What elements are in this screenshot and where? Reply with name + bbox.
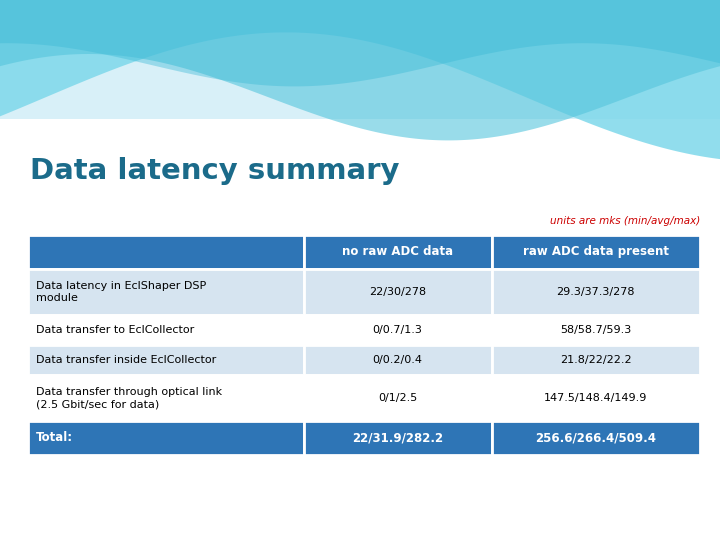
Bar	[28, 269, 304, 315]
Text: Data transfer inside EclCollector: Data transfer inside EclCollector	[36, 355, 216, 365]
Bar	[304, 235, 492, 269]
Polygon shape	[0, 0, 720, 86]
Polygon shape	[0, 0, 720, 159]
Text: 0/1/2.5: 0/1/2.5	[378, 393, 417, 403]
Bar	[28, 345, 304, 375]
Text: 256.6/266.4/509.4: 256.6/266.4/509.4	[536, 431, 657, 444]
Text: units are mks (min/avg/max): units are mks (min/avg/max)	[550, 216, 700, 226]
Bar	[492, 375, 700, 421]
Polygon shape	[0, 0, 720, 140]
Bar	[28, 235, 304, 269]
Bar	[304, 375, 492, 421]
Bar	[492, 269, 700, 315]
Bar	[304, 315, 492, 345]
Text: raw ADC data present: raw ADC data present	[523, 245, 669, 259]
Bar	[28, 315, 304, 345]
Text: Data latency summary: Data latency summary	[30, 157, 400, 185]
Bar	[492, 315, 700, 345]
Text: Total:: Total:	[36, 431, 73, 444]
Text: 147.5/148.4/149.9: 147.5/148.4/149.9	[544, 393, 647, 403]
Text: 58/58.7/59.3: 58/58.7/59.3	[560, 325, 631, 335]
Bar	[28, 375, 304, 421]
Text: Data latency in EclShaper DSP
module: Data latency in EclShaper DSP module	[36, 281, 206, 303]
Text: no raw ADC data: no raw ADC data	[342, 245, 453, 259]
Bar	[492, 421, 700, 455]
Bar	[492, 345, 700, 375]
Bar	[304, 269, 492, 315]
Bar	[0, 0, 720, 119]
Bar	[492, 235, 700, 269]
Text: Data transfer through optical link
(2.5 Gbit/sec for data): Data transfer through optical link (2.5 …	[36, 387, 222, 409]
Text: 0/0.7/1.3: 0/0.7/1.3	[373, 325, 423, 335]
Bar	[304, 345, 492, 375]
Bar	[28, 421, 304, 455]
Bar	[304, 421, 492, 455]
Text: 0/0.2/0.4: 0/0.2/0.4	[373, 355, 423, 365]
Text: 22/31.9/282.2: 22/31.9/282.2	[352, 431, 444, 444]
Text: Data transfer to EclCollector: Data transfer to EclCollector	[36, 325, 194, 335]
Text: 22/30/278: 22/30/278	[369, 287, 426, 297]
Text: 29.3/37.3/278: 29.3/37.3/278	[557, 287, 635, 297]
Text: 21.8/22/22.2: 21.8/22/22.2	[560, 355, 631, 365]
